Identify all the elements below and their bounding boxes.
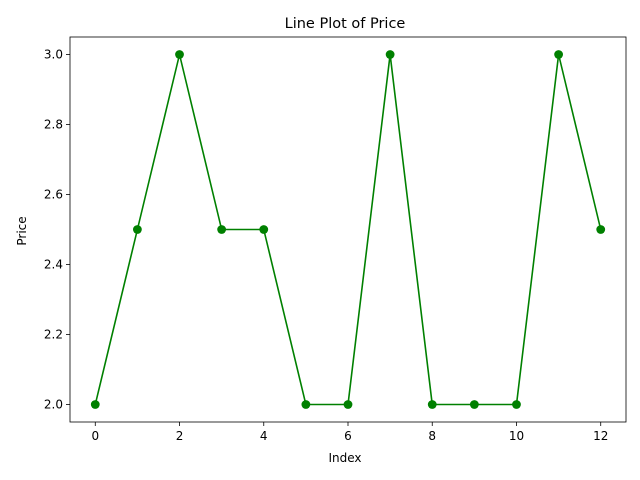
y-tick-label: 2.0 xyxy=(44,398,63,412)
data-point xyxy=(259,225,269,234)
data-point xyxy=(385,50,395,59)
y-tick-label: 3.0 xyxy=(44,48,63,62)
data-point xyxy=(469,400,479,409)
y-tick-label: 2.2 xyxy=(44,328,63,342)
x-tick-label: 12 xyxy=(593,429,608,443)
x-tick-label: 4 xyxy=(260,429,268,443)
series-layer xyxy=(90,50,606,409)
plot-area xyxy=(69,36,627,423)
data-point xyxy=(217,225,227,234)
y-axis: 2.0 2.2 2.4 2.6 2.8 3.0 xyxy=(44,48,70,412)
data-point xyxy=(596,225,606,234)
data-point xyxy=(175,50,184,59)
data-point xyxy=(90,400,100,409)
x-tick-label: 8 xyxy=(428,429,436,443)
data-point xyxy=(343,400,353,409)
y-axis-label: Price xyxy=(15,216,29,245)
data-point xyxy=(427,400,437,409)
data-point xyxy=(301,400,311,409)
x-axis: 0 2 4 6 8 10 12 xyxy=(91,422,608,443)
data-point xyxy=(512,400,521,409)
y-tick-label: 2.6 xyxy=(44,188,63,202)
y-tick-label: 2.8 xyxy=(44,118,63,132)
x-tick-label: 2 xyxy=(176,429,184,443)
series-line xyxy=(94,53,602,406)
x-tick-label: 6 xyxy=(344,429,352,443)
data-point xyxy=(132,225,142,234)
x-axis-label: Index xyxy=(328,451,361,465)
chart-title: Line Plot of Price xyxy=(285,16,406,32)
y-tick-label: 2.4 xyxy=(44,258,63,272)
x-tick-label: 0 xyxy=(91,429,99,443)
x-tick-label: 10 xyxy=(509,429,524,443)
data-point xyxy=(554,50,564,59)
